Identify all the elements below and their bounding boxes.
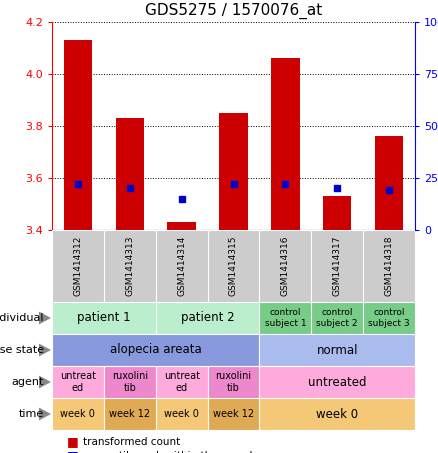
Bar [323,196,351,230]
Text: week 0: week 0 [164,409,199,419]
Text: GSM1414317: GSM1414317 [333,236,342,296]
Text: GSM1414315: GSM1414315 [229,236,238,296]
Text: GSM1414314: GSM1414314 [177,236,186,296]
Text: patient 1: patient 1 [77,312,131,324]
Text: ■: ■ [67,449,79,453]
Text: GSM1414313: GSM1414313 [125,236,134,296]
Bar [167,222,196,230]
Text: agent: agent [12,377,44,387]
Text: week 0: week 0 [316,408,358,420]
Polygon shape [39,408,51,420]
Text: ■: ■ [67,435,79,448]
Text: time: time [19,409,44,419]
Text: control
subject 3: control subject 3 [368,308,410,328]
Text: transformed count: transformed count [83,437,180,447]
Text: week 12: week 12 [109,409,150,419]
Bar [375,136,403,230]
Text: GSM1414318: GSM1414318 [385,236,394,296]
Text: patient 2: patient 2 [181,312,234,324]
Text: GSM1414316: GSM1414316 [281,236,290,296]
Text: control
subject 1: control subject 1 [265,308,306,328]
Text: GSM1414312: GSM1414312 [74,236,82,296]
Text: control
subject 2: control subject 2 [317,308,358,328]
Bar [271,58,300,230]
Text: untreat
ed: untreat ed [164,371,200,393]
Polygon shape [39,376,51,388]
Text: alopecia areata: alopecia areata [110,343,201,357]
Text: ruxolini
tib: ruxolini tib [215,371,251,393]
Bar [219,113,248,230]
Polygon shape [39,312,51,324]
Text: week 0: week 0 [60,409,95,419]
Text: ruxolini
tib: ruxolini tib [112,371,148,393]
Title: GDS5275 / 1570076_at: GDS5275 / 1570076_at [145,3,322,19]
Bar [64,40,92,230]
Text: normal: normal [317,343,358,357]
Text: week 12: week 12 [213,409,254,419]
Text: disease state: disease state [0,345,44,355]
Text: untreat
ed: untreat ed [60,371,96,393]
Bar [116,118,144,230]
Text: individual: individual [0,313,44,323]
Text: percentile rank within the sample: percentile rank within the sample [83,451,259,453]
Polygon shape [39,343,51,357]
Text: untreated: untreated [308,376,367,389]
